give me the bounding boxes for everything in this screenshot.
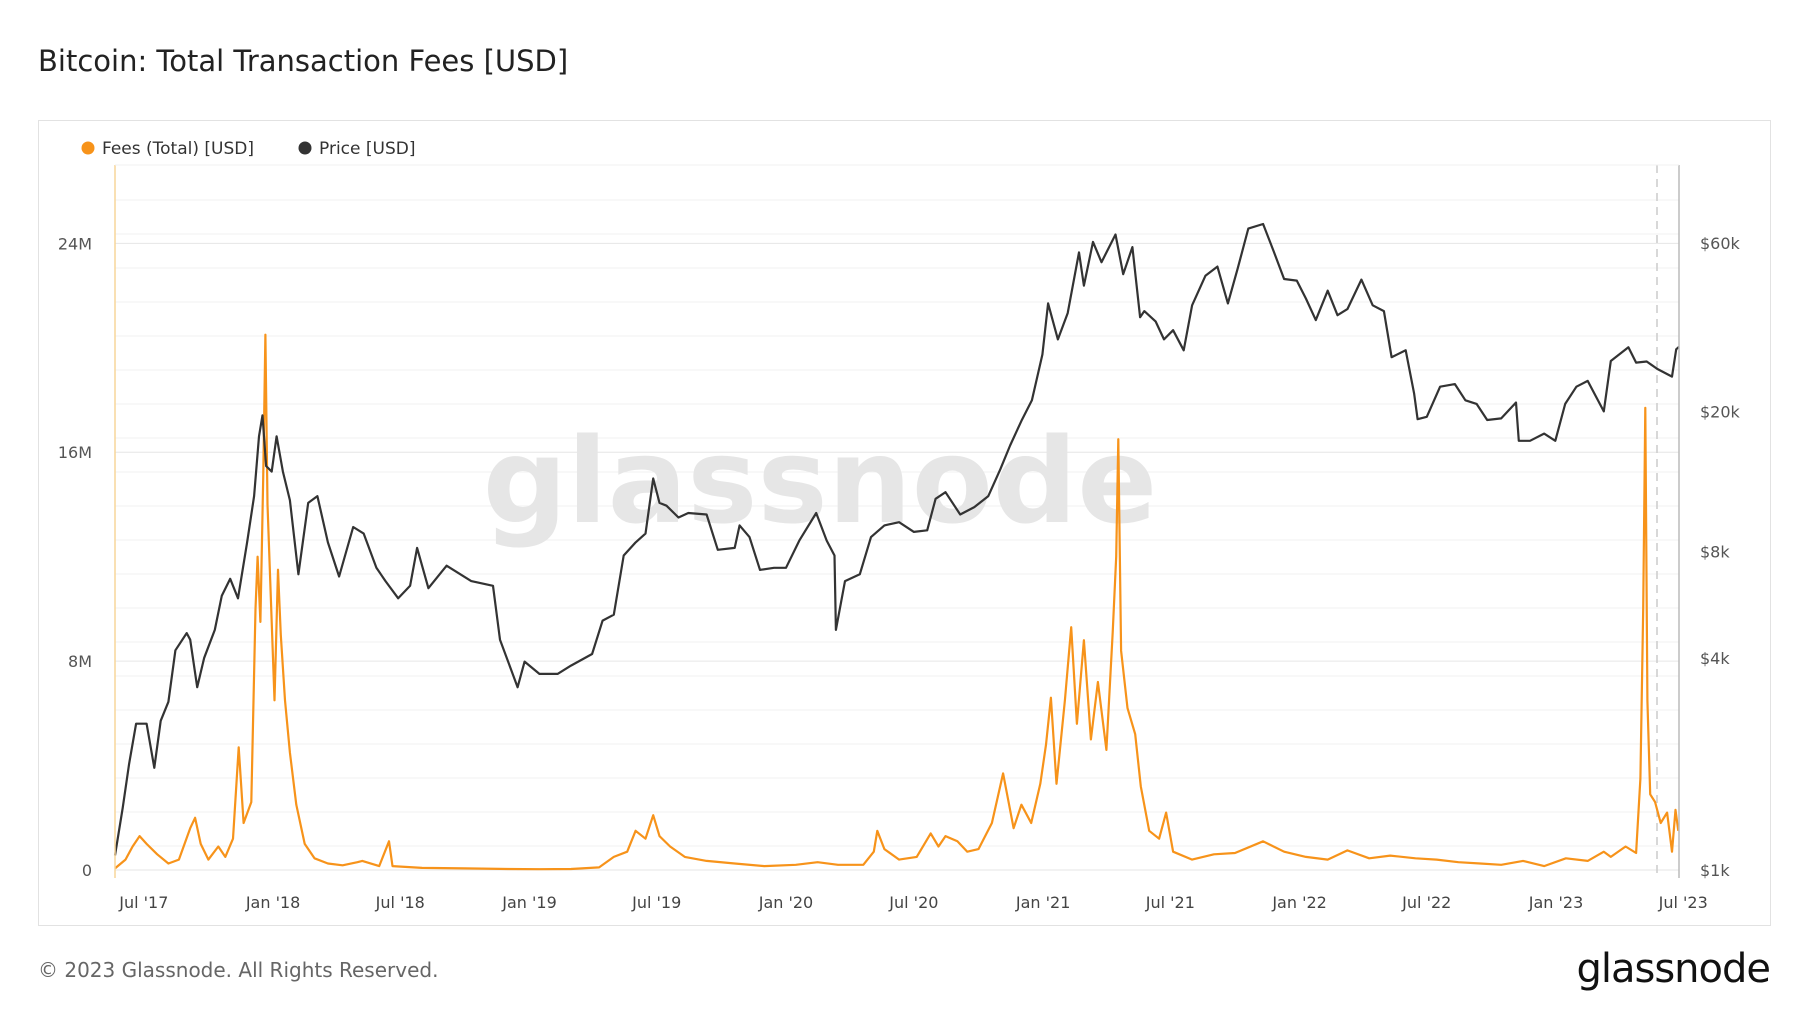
x-axis-tick-label: Jan '19 [501, 893, 557, 912]
right-axis-tick-label: $1k [1700, 861, 1730, 880]
left-axis-tick-label: 8M [68, 652, 92, 671]
legend-item[interactable]: Fees (Total) [USD] [81, 139, 255, 159]
price-series-line [113, 222, 1680, 856]
chart-frame [38, 120, 1771, 926]
legend-dot [298, 141, 312, 155]
right-axis-tick-label: $20k [1700, 402, 1741, 421]
right-axis-tick-label: $4k [1700, 649, 1730, 668]
x-axis-tick-label: Jul '20 [888, 893, 938, 912]
page-title: Bitcoin: Total Transaction Fees [USD] [38, 44, 569, 78]
footer-logo[interactable]: glassnode [1576, 946, 1771, 992]
x-axis-tick-label: Jul '18 [375, 893, 425, 912]
series-lines [113, 222, 1680, 871]
right-axis-tick-label: $8k [1700, 543, 1730, 562]
watermark-text: glassnode [483, 412, 1158, 550]
left-axis-tick-label: 24M [58, 234, 92, 253]
fees-price-chart: glassnode 0 8M 16M 24M $1k $4k $8k $20k $60k Jul … [58, 139, 1741, 912]
x-axis-tick-label: Jan '22 [1271, 893, 1327, 912]
x-axis-tick-label: Jul '19 [631, 893, 681, 912]
left-axis-tick-label: 0 [82, 861, 92, 880]
legend-label: Price [USD] [319, 139, 415, 159]
x-axis-tick-label: Jul '17 [118, 893, 168, 912]
x-axis-tick-label: Jul '21 [1145, 893, 1195, 912]
x-axis-tick-label: Jul '23 [1658, 893, 1708, 912]
legend-item[interactable]: Price [USD] [298, 139, 416, 159]
x-axis-tick-label: Jan '20 [758, 893, 814, 912]
right-axis-tick-label: $60k [1700, 234, 1741, 253]
axes: 0 8M 16M 24M $1k $4k $8k $20k $60k Jul '17 Jan '18… [58, 164, 1741, 912]
x-axis-tick-label: Jul '22 [1401, 893, 1451, 912]
legend-dot [81, 141, 95, 155]
x-axis-tick-label: Jan '18 [245, 893, 301, 912]
grid-lines [115, 199, 1679, 871]
footer-copyright: © 2023 Glassnode. All Rights Reserved. [38, 958, 439, 982]
left-axis-tick-label: 16M [58, 443, 92, 462]
x-axis-tick-label: Jan '21 [1015, 893, 1071, 912]
x-axis-tick-label: Jan '23 [1528, 893, 1584, 912]
chart-legend[interactable]: Fees (Total) [USD] Price [USD] [81, 139, 416, 159]
fees-series-line [114, 333, 1680, 871]
legend-label: Fees (Total) [USD] [102, 139, 254, 159]
